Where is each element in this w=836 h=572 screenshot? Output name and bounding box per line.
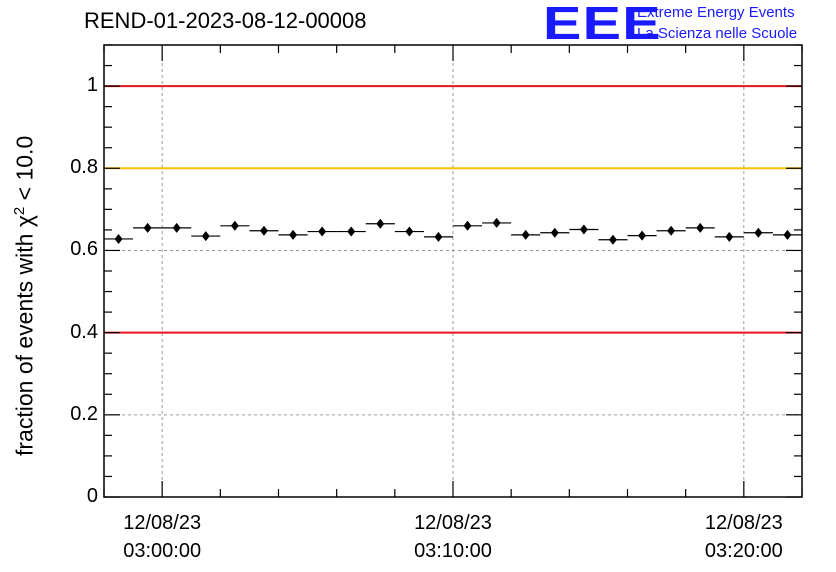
x-tick-label: 12/08/23 03:20:00 <box>684 509 804 565</box>
x-tick-label-time: 03:10:00 <box>414 540 492 562</box>
x-tick-label: 12/08/23 03:10:00 <box>393 509 513 565</box>
x-tick-label-date: 12/08/23 <box>123 512 202 534</box>
logo-line-2: La Scienza nelle Scuole <box>637 25 798 42</box>
y-tick-label: 1 <box>86 74 98 97</box>
data-point-marker <box>143 222 152 233</box>
data-point-marker <box>259 225 268 236</box>
x-tick-label-date: 12/08/23 <box>414 512 492 534</box>
y-axis-label-symbol: χ <box>11 215 38 228</box>
y-axis-label-superscript: 2 <box>11 206 28 216</box>
data-point-marker <box>579 224 588 235</box>
data-point-marker <box>696 222 705 233</box>
logo-line-1: Extreme Energy Events <box>637 4 795 21</box>
chart-title: REND-01-2023-08-12-00008 <box>84 8 367 33</box>
data-point-marker <box>172 222 181 233</box>
data-point-marker <box>783 229 792 240</box>
data-point-marker <box>114 233 123 244</box>
y-tick-label: 0.8 <box>70 156 98 179</box>
data-point-marker <box>492 217 501 228</box>
data-point-marker <box>289 229 298 240</box>
x-tick-label-time: 03:20:00 <box>704 540 783 562</box>
y-tick-label: 0.6 <box>70 238 98 261</box>
x-tick-label: 12/08/23 03:00:00 <box>102 509 222 565</box>
y-axis-label: fraction of events with χ2 < 10.0 <box>11 136 39 456</box>
data-point-marker <box>347 226 356 237</box>
data-point-marker <box>463 220 472 231</box>
data-point-marker <box>638 230 647 241</box>
data-point-marker <box>201 231 210 242</box>
eee-logo-mark: EEE <box>543 0 662 49</box>
y-axis-label-suffix: < 10.0 <box>11 135 38 207</box>
data-point-marker <box>376 218 385 229</box>
y-tick-label: 0.4 <box>70 320 98 343</box>
y-tick-label: 0 <box>86 485 98 507</box>
data-point-marker <box>230 220 239 231</box>
data-point-marker <box>405 226 414 237</box>
data-point-marker <box>434 231 443 242</box>
data-point-marker <box>608 234 617 245</box>
x-tick-label-time: 03:00:00 <box>123 540 202 562</box>
data-point-marker <box>725 231 734 242</box>
data-point-marker <box>667 225 676 236</box>
data-point-marker <box>550 227 559 238</box>
x-tick-label-date: 12/08/23 <box>704 512 783 534</box>
y-axis-label-prefix: fraction of events with <box>11 227 38 456</box>
data-point-marker <box>521 229 530 240</box>
data-point-marker <box>318 226 327 237</box>
data-point-marker <box>754 227 763 238</box>
y-tick-label: 0.2 <box>70 402 98 425</box>
